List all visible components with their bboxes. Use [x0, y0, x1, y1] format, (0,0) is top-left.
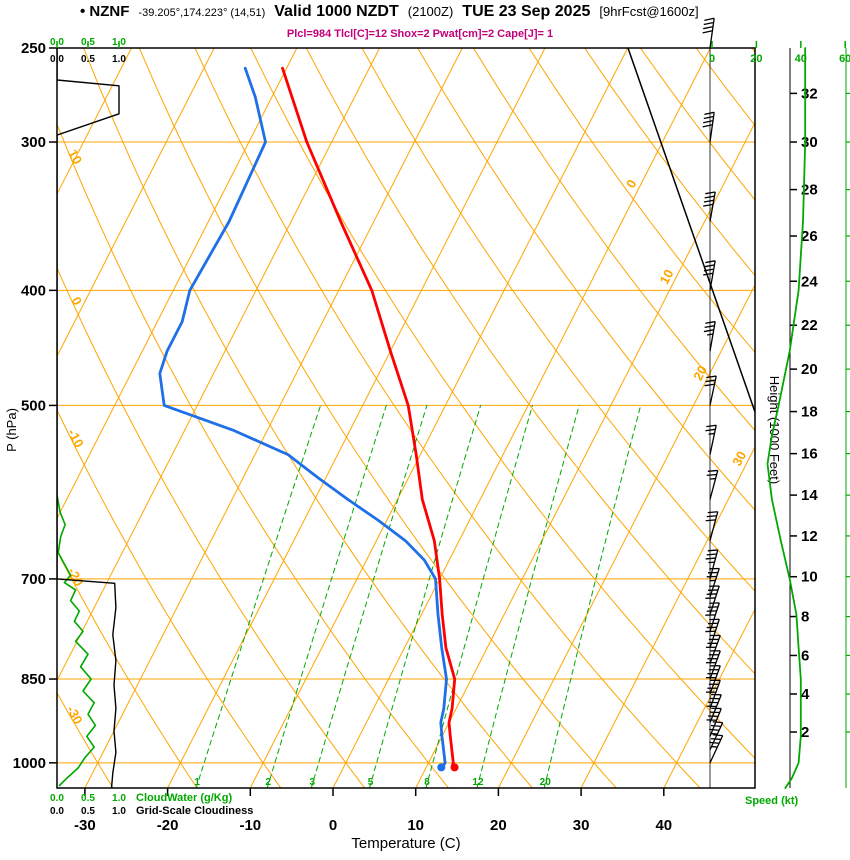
speed-profile — [766, 47, 807, 789]
svg-text:30: 30 — [573, 817, 590, 834]
svg-text:0.5: 0.5 — [81, 806, 95, 817]
svg-text:0.0: 0.0 — [50, 806, 64, 817]
svg-text:0.0: 0.0 — [50, 37, 64, 48]
temperature-trace — [281, 66, 459, 772]
svg-text:Speed (kt): Speed (kt) — [745, 795, 799, 807]
svg-text:18: 18 — [801, 404, 818, 421]
svg-text:-10: -10 — [65, 426, 87, 450]
svg-text:0.5: 0.5 — [81, 793, 95, 804]
svg-text:1000: 1000 — [13, 755, 46, 772]
svg-text:16: 16 — [801, 446, 818, 463]
mixing-ratio-lines — [195, 404, 642, 788]
svg-text:0.0: 0.0 — [50, 54, 64, 65]
valid-time: Valid 1000 NZDT — [274, 3, 399, 20]
isotherm-lines — [57, 48, 755, 788]
svg-text:28: 28 — [801, 182, 818, 199]
svg-text:32: 32 — [801, 85, 818, 102]
svg-text:10: 10 — [407, 817, 424, 834]
svg-text:10: 10 — [657, 267, 677, 287]
svg-text:-20: -20 — [157, 817, 179, 834]
svg-text:2: 2 — [801, 724, 809, 741]
svg-text:850: 850 — [21, 671, 46, 688]
isobar-lines — [57, 48, 755, 764]
svg-text:12: 12 — [801, 528, 818, 545]
svg-text:24: 24 — [801, 273, 818, 290]
svg-text:12: 12 — [472, 777, 484, 788]
cloudiness-profile — [57, 48, 120, 788]
svg-text:1.0: 1.0 — [112, 37, 126, 48]
svg-text:3: 3 — [309, 777, 315, 788]
svg-text:250: 250 — [21, 40, 46, 57]
speed-axis: 0 20 40 60 Speed (kt) — [709, 41, 850, 807]
svg-text:Grid-Scale Cloudiness: Grid-Scale Cloudiness — [136, 805, 253, 817]
svg-text:2: 2 — [265, 777, 271, 788]
svg-text:10: 10 — [801, 569, 818, 586]
svg-text:10: 10 — [65, 147, 85, 167]
svg-text:-30: -30 — [64, 703, 86, 727]
svg-text:0.5: 0.5 — [81, 37, 95, 48]
svg-text:40: 40 — [655, 817, 672, 834]
svg-text:26: 26 — [801, 228, 818, 245]
svg-text:8: 8 — [424, 777, 430, 788]
svg-text:6: 6 — [801, 647, 809, 664]
svg-text:1.0: 1.0 — [112, 806, 126, 817]
surface-temperature-dot — [450, 763, 459, 772]
svg-text:20: 20 — [750, 53, 762, 65]
pressure-axis: 250 300 400 500 700 850 1000 P (hPa) — [4, 40, 57, 772]
dry-adiabat-lines — [57, 48, 755, 788]
temperature-axis: -30 -20 -10 0 10 20 30 40 Temperature (C) — [74, 788, 672, 852]
svg-text:60: 60 — [839, 53, 850, 65]
svg-text:20: 20 — [490, 817, 507, 834]
wind-barbs — [702, 17, 724, 764]
svg-text:P (hPa): P (hPa) — [4, 408, 19, 452]
svg-text:300: 300 — [21, 134, 46, 151]
svg-text:500: 500 — [21, 397, 46, 414]
svg-text:1.0: 1.0 — [112, 793, 126, 804]
svg-text:0: 0 — [329, 817, 337, 834]
svg-text:30: 30 — [729, 449, 749, 469]
surface-dewpoint-dot — [437, 763, 446, 772]
svg-text:1.0: 1.0 — [112, 54, 126, 65]
svg-text:400: 400 — [21, 282, 46, 299]
svg-text:Height (1000 Feet): Height (1000 Feet) — [767, 376, 782, 484]
svg-text:0.0: 0.0 — [50, 793, 64, 804]
header: • NZNF -39.205°,174.223° (14,51) Valid 1… — [80, 3, 699, 21]
svg-text:40: 40 — [795, 53, 807, 65]
sounding-parameters: Plcl=984 Tlcl[C]=12 Shox=2 Pwat[cm]=2 Ca… — [286, 28, 554, 40]
forecast-offset: [9hrFcst@1600z] — [599, 4, 699, 19]
station-name: • NZNF — [80, 3, 130, 20]
plot-frame — [56, 47, 756, 789]
svg-text:CloudWater (g/Kg): CloudWater (g/Kg) — [136, 792, 232, 804]
svg-text:8: 8 — [801, 609, 809, 626]
svg-text:1: 1 — [194, 777, 200, 788]
svg-text:20: 20 — [801, 361, 818, 378]
cloudwater-profile — [57, 494, 97, 787]
svg-text:30: 30 — [801, 134, 818, 151]
valid-zulu-time: (2100Z) — [407, 4, 454, 19]
station-coords: -39.205°,174.223° (14,51) — [138, 7, 266, 19]
svg-text:20: 20 — [690, 363, 710, 383]
svg-text:700: 700 — [21, 571, 46, 588]
svg-text:20: 20 — [540, 777, 552, 788]
mixing-ratio-labels: 1 2 3 5 8 12 20 — [194, 777, 551, 788]
svg-text:5: 5 — [368, 777, 374, 788]
valid-date: TUE 23 Sep 2025 — [462, 3, 591, 20]
svg-text:0.5: 0.5 — [81, 54, 95, 65]
svg-text:-30: -30 — [74, 817, 96, 834]
svg-text:-10: -10 — [239, 817, 261, 834]
svg-text:4: 4 — [801, 686, 810, 703]
svg-text:22: 22 — [801, 317, 818, 334]
svg-text:0: 0 — [709, 53, 715, 65]
dewpoint-trace — [158, 66, 448, 772]
svg-text:Temperature (C): Temperature (C) — [351, 835, 460, 852]
svg-text:14: 14 — [801, 487, 818, 504]
cloudwater-axis: 0.0 0.5 1.0 0.0 0.5 1.0 0.0 0.5 1.0 CloudWater (g… — [50, 37, 253, 817]
